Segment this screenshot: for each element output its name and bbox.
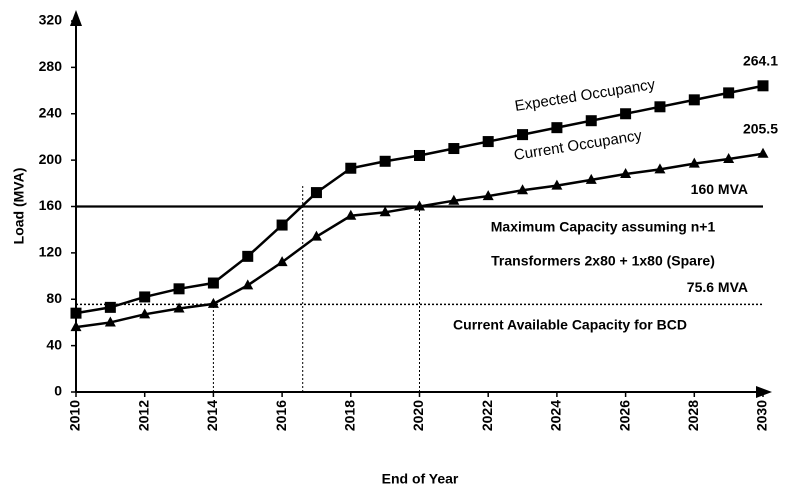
marker	[379, 155, 391, 167]
y-tick-label: 280	[39, 58, 63, 74]
x-tick-label: 2030	[754, 400, 770, 431]
marker	[310, 187, 322, 199]
marker	[654, 101, 666, 113]
marker	[310, 230, 322, 241]
marker	[414, 149, 425, 161]
marker	[551, 122, 563, 134]
marker	[70, 307, 82, 319]
y-tick-label: 0	[54, 383, 62, 399]
marker	[173, 302, 185, 313]
y-tick-label: 40	[46, 336, 62, 352]
y-tick-label: 200	[39, 151, 63, 167]
x-tick-label: 2026	[616, 400, 632, 431]
marker	[139, 308, 151, 319]
y-tick-label: 320	[39, 12, 63, 28]
marker	[688, 157, 700, 168]
marker	[723, 152, 735, 163]
y-axis-arrow	[70, 10, 82, 26]
x-tick-label: 2020	[410, 400, 426, 431]
marker	[585, 115, 597, 127]
marker	[620, 168, 632, 179]
marker	[173, 283, 185, 295]
marker	[757, 147, 769, 158]
y-tick-label: 160	[39, 197, 63, 213]
x-tick-label: 2016	[273, 400, 289, 431]
x-tick-label: 2018	[342, 400, 358, 431]
y-tick-label: 120	[39, 244, 63, 260]
marker	[207, 297, 219, 308]
marker	[620, 108, 632, 120]
marker	[242, 279, 254, 290]
marker	[688, 94, 700, 106]
marker	[104, 316, 116, 327]
x-tick-label: 2014	[204, 400, 220, 431]
x-tick-label: 2024	[548, 400, 564, 431]
marker	[482, 136, 494, 148]
marker	[585, 173, 597, 184]
y-axis-title: Load (MVA)	[11, 168, 27, 245]
y-tick-label: 80	[46, 290, 62, 306]
annotation: Current Available Capacity for BCD	[453, 317, 687, 333]
x-tick-label: 2028	[685, 400, 701, 431]
x-tick-label: 2010	[67, 400, 83, 431]
y-tick-label: 240	[39, 104, 63, 120]
marker	[139, 291, 151, 303]
marker	[242, 250, 254, 262]
x-tick-label: 2022	[479, 400, 495, 431]
marker	[207, 277, 219, 289]
marker	[482, 190, 494, 201]
marker	[517, 184, 529, 195]
marker	[414, 200, 425, 211]
marker	[654, 163, 666, 174]
marker	[276, 256, 288, 267]
annotation: Maximum Capacity assuming n+1	[491, 219, 716, 235]
marker	[70, 321, 82, 332]
series-name: Expected Occupancy	[514, 76, 657, 115]
reference-label: 75.6 MVA	[687, 279, 748, 295]
marker	[723, 87, 735, 99]
x-axis-title: End of Year	[382, 471, 459, 487]
data-label: 205.5	[743, 120, 778, 136]
marker	[448, 143, 460, 155]
marker	[517, 129, 529, 141]
marker	[345, 209, 357, 220]
marker	[448, 194, 460, 205]
marker	[757, 80, 769, 92]
data-label: 264.1	[743, 53, 778, 69]
marker	[345, 162, 357, 174]
series-line	[75, 152, 764, 329]
marker	[276, 219, 288, 231]
marker	[379, 206, 391, 217]
reference-label: 160 MVA	[691, 181, 748, 197]
x-axis-arrow	[756, 386, 772, 398]
annotation: Transformers 2x80 + 1x80 (Spare)	[491, 253, 715, 269]
x-tick-label: 2012	[135, 400, 151, 431]
marker	[104, 301, 116, 313]
marker	[551, 179, 563, 190]
